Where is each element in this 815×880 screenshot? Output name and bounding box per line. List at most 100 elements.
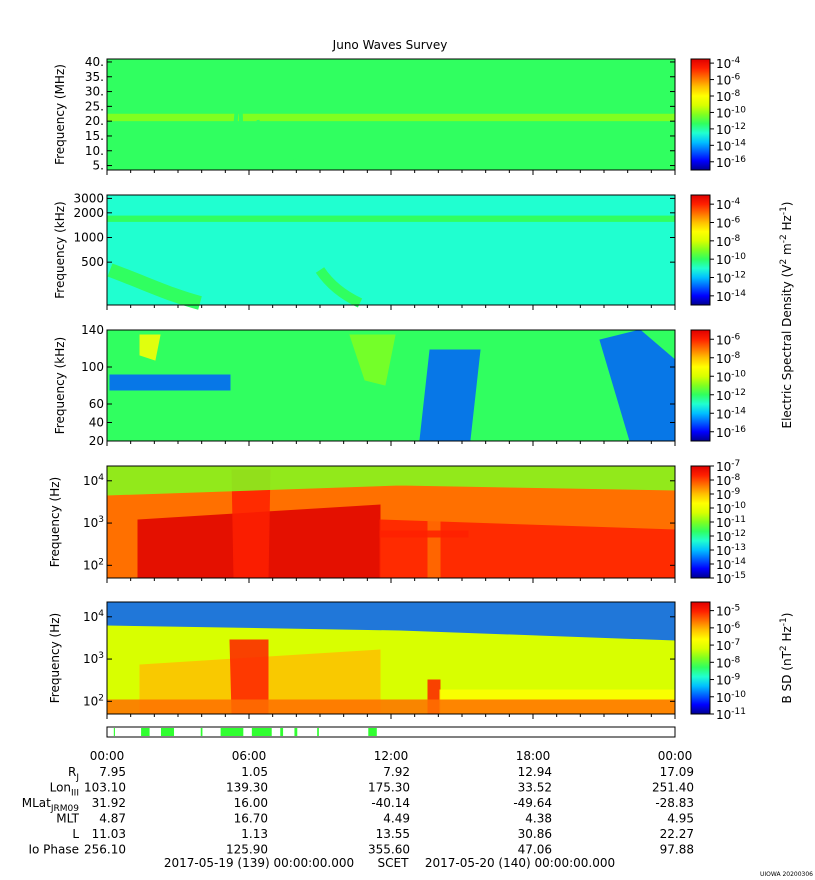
mhz-panel-ytick-label: 25. <box>85 99 104 113</box>
khz-high-panel-cb-label: 10-4 <box>716 197 741 212</box>
khz-high-panel-ytick-label: 3000 <box>73 191 104 205</box>
hz-e-panel-cb-label: 10-8 <box>716 473 741 488</box>
hz-b-panel-cb-label: 10-9 <box>716 673 741 688</box>
khz-high-panel-cb-label: 10-8 <box>716 234 741 249</box>
khz-high-panel-cb-label: 10-14 <box>716 289 746 304</box>
mode-bar-segment <box>160 728 175 736</box>
mode-bar-segment <box>368 728 377 736</box>
khz-low-panel-cb-label: 10-6 <box>716 332 741 347</box>
mhz-panel-ytick-label: 30. <box>85 85 104 99</box>
ephemeris-value: 7.92 <box>383 765 410 779</box>
hz-b-panel-colorbar-scale <box>690 601 711 715</box>
ephemeris-row-label: RJ <box>68 765 79 783</box>
ephemeris-value: 4.87 <box>99 812 126 826</box>
ephemeris-value: -28.83 <box>655 796 694 810</box>
hz-e-panel-ytick-label: 102 <box>83 557 104 572</box>
hz-e-panel-cb-label: 10-10 <box>716 501 746 516</box>
ephemeris-value: 1.05 <box>241 765 268 779</box>
khz-low-panel-ytick-label: 40 <box>89 416 104 430</box>
hz-e-panel-cb-label: 10-7 <box>716 459 740 474</box>
khz-low-panel-cb-label: 10-10 <box>716 369 746 384</box>
mhz-panel-band-0 <box>107 113 675 122</box>
ephemeris-value: -49.64 <box>513 796 552 810</box>
mhz-panel-cb-label: 10-14 <box>716 138 746 153</box>
footer: 2017-05-19 (139) 00:00:00.000 SCET 2017-… <box>164 856 615 870</box>
ephemeris-value: 97.88 <box>660 843 694 857</box>
hz-e-panel-cb-label: 10-12 <box>716 529 746 544</box>
hz-b-panel-ytick-label: 102 <box>83 693 104 708</box>
ephemeris-value: 22.27 <box>660 827 694 841</box>
khz-high-panel-feature-0 <box>107 263 202 310</box>
ephemeris-value: 12.94 <box>518 765 552 779</box>
mode-bar-segment <box>200 728 203 736</box>
khz-high-panel-cb-label: 10-6 <box>716 216 741 231</box>
hz-e-panel-ytick-label: 103 <box>83 515 104 530</box>
khz-low-panel-ytick-label: 20 <box>89 434 104 448</box>
ephemeris-value: -40.14 <box>371 796 410 810</box>
khz-high-panel-colorbar: 10-4 10-6 10-8 10-10 10-12 10-14 <box>690 194 746 306</box>
ephemeris-value: 125.90 <box>226 843 268 857</box>
mode-bar-segment <box>113 728 115 736</box>
hz-b-panel-cb-label: 10-11 <box>716 707 746 722</box>
hz-e-panel-colorbar: 10-710-810-910-1010-1110-1210-1310-1410-… <box>690 459 746 586</box>
ephemeris-value: 355.60 <box>368 843 410 857</box>
hz-b-panel-cb-label: 10-8 <box>716 655 741 670</box>
mhz-panel-feature-0 <box>230 77 246 169</box>
ephemeris-row-label: Io Phase <box>28 843 79 857</box>
ephemeris-row-label: L <box>72 827 79 841</box>
ephemeris-value: 30.86 <box>518 827 552 841</box>
ephemeris-row-label: MLT <box>56 812 79 826</box>
ephemeris-value: 1.13 <box>241 827 268 841</box>
ephemeris-row-label: LonIII <box>50 781 79 799</box>
ephemeris-value: 175.30 <box>368 781 410 795</box>
khz-high-panel-ytick-label: 2000 <box>73 206 104 220</box>
time-axis: 00:00 06:00 12:00 18:00 00:00 <box>90 749 693 763</box>
mhz-panel-ytick-label: 5. <box>93 159 104 173</box>
hz-b-panel-cb-label: 10-7 <box>716 638 740 653</box>
khz-low-panel-cb-label: 10-8 <box>716 351 741 366</box>
ephemeris-value: 4.49 <box>383 812 410 826</box>
khz-high-panel-ytick-label: 1000 <box>73 230 104 244</box>
ephemeris-value: 13.55 <box>376 827 410 841</box>
hz-e-panel-feature-1 <box>379 519 676 579</box>
time-label: 00:00 <box>658 749 693 763</box>
mode-bar-segment <box>317 728 319 736</box>
hz-b-panel-ytick-label: 103 <box>83 651 104 666</box>
mhz-panel-cb-label: 10-10 <box>716 105 746 120</box>
khz-low-panel-ylabel: Frequency (kHz) <box>53 337 67 434</box>
khz-low-panel-feature-1 <box>349 334 396 386</box>
mhz-panel-ytick-label: 35. <box>85 70 104 84</box>
colorbars: 10-410-610-810-1010-1210-1410-1610-410-6… <box>690 56 746 722</box>
khz-low-panel-ytick-label: 140 <box>81 323 104 337</box>
mhz-panel-cb-label: 10-12 <box>716 122 746 137</box>
khz-high-panel-cb-label: 10-12 <box>716 271 746 286</box>
ephemeris-value: 103.10 <box>84 781 126 795</box>
colorbar-labels: Electric Spectral Density (V2 m-2 Hz-1) … <box>779 201 794 703</box>
end-time: 2017-05-20 (140) 00:00:00.000 <box>425 856 615 870</box>
hz-b-panel-ytick-label: 104 <box>83 609 104 624</box>
ephemeris-value: 47.06 <box>518 843 552 857</box>
hz-e-panel-ylabel: Frequency (Hz) <box>48 477 62 568</box>
hz-b-panel-ylabel: Frequency (Hz) <box>48 613 62 704</box>
mode-bar-segment <box>141 728 150 736</box>
hz-e-panel-feature-3 <box>427 469 441 579</box>
time-label: 18:00 <box>516 749 551 763</box>
credit-stamp: UIOWA 20200306 <box>759 871 813 878</box>
start-time: 2017-05-19 (139) 00:00:00.000 <box>164 856 354 870</box>
khz-low-panel: 140 100 60 40 20 Frequency (kHz) <box>53 323 676 448</box>
khz-high-panel-ytick-label: 500 <box>81 255 104 269</box>
ephemeris-value: 31.92 <box>92 796 126 810</box>
mode-bar-segment <box>251 728 272 736</box>
hz-b-panel-cb-label: 10-6 <box>716 621 741 636</box>
ephemeris-value: 251.40 <box>652 781 694 795</box>
mhz-panel-ytick-label: 15. <box>85 129 104 143</box>
ephemeris-value: 11.03 <box>92 827 126 841</box>
hz-e-panel-colorbar-scale <box>690 465 711 579</box>
hz-e-panel-ytick-label: 104 <box>83 473 104 488</box>
hz-e-panel: 104 103 102 Frequency (Hz) <box>48 465 676 583</box>
khz-low-panel-cb-label: 10-16 <box>716 425 746 440</box>
khz-high-panel-ylabel: Frequency (kHz) <box>53 201 67 298</box>
electric-density-label: Electric Spectral Density (V2 m-2 Hz-1) <box>779 201 794 428</box>
